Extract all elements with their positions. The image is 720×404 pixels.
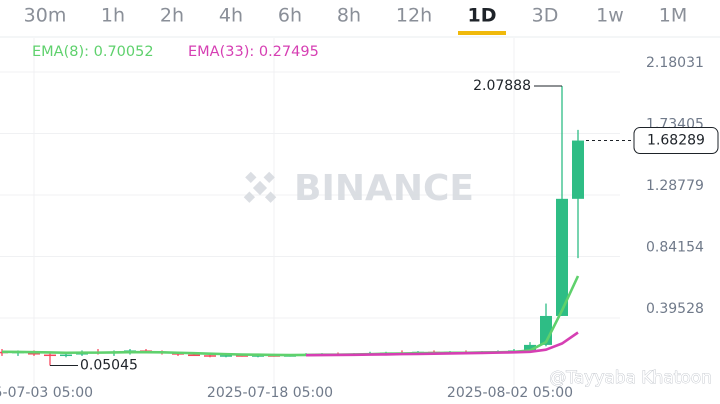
timeframe-tab[interactable]: 4h bbox=[219, 5, 243, 27]
last-price-label: 1.68289 bbox=[647, 133, 705, 149]
legend-entry: EMA(8): 0.70052 bbox=[32, 44, 154, 60]
candle-body bbox=[572, 140, 584, 199]
ema-line bbox=[305, 331, 579, 357]
last-price-box bbox=[633, 127, 719, 155]
candle-body bbox=[188, 354, 200, 357]
high-label: 2.07888 bbox=[473, 78, 531, 94]
credit: @Tayyaba Khatoon bbox=[549, 368, 712, 388]
y-tick-label: 2.18031 bbox=[646, 55, 704, 71]
x-tick-label: 2025-07-03 05:00 bbox=[0, 385, 93, 401]
y-tick-label: 1.28779 bbox=[646, 178, 704, 194]
timeframe-tab[interactable]: 12h bbox=[396, 5, 432, 27]
candle-body bbox=[236, 355, 248, 357]
candle-body bbox=[220, 355, 232, 357]
candle-body bbox=[556, 198, 568, 316]
tab-underline bbox=[458, 31, 506, 35]
timeframe-tab[interactable]: 2h bbox=[160, 5, 184, 27]
watermark: BINANCE bbox=[243, 168, 474, 209]
candle-body bbox=[44, 354, 56, 357]
timeframe-tab[interactable]: 30m bbox=[24, 5, 67, 27]
timeframe-tab[interactable]: 8h bbox=[337, 5, 361, 27]
timeframe-tab[interactable]: 1h bbox=[101, 5, 125, 27]
ema-line bbox=[1, 275, 580, 357]
timeframe-tab[interactable]: 3D bbox=[532, 5, 559, 27]
x-tick-label: 2025-07-18 05:00 bbox=[207, 385, 333, 401]
watermark-text: BINANCE bbox=[294, 168, 474, 209]
candle-body bbox=[524, 344, 536, 351]
x-tick-label: 2025-08-02 05:00 bbox=[447, 385, 573, 401]
y-tick-label: 0.39528 bbox=[646, 301, 704, 317]
candle-body bbox=[204, 355, 216, 357]
candle-body bbox=[252, 355, 264, 357]
watermark-logo bbox=[243, 171, 277, 203]
legend-entry: EMA(33): 0.27495 bbox=[188, 44, 319, 60]
timeframe-tab[interactable]: 1M bbox=[659, 5, 687, 27]
timeframe-tab[interactable]: 6h bbox=[278, 5, 302, 27]
candle-body bbox=[60, 354, 72, 357]
timeframe-tab[interactable]: 1w bbox=[596, 5, 624, 27]
timeframe-tab[interactable]: 1D bbox=[468, 5, 497, 27]
low-label: 0.05045 bbox=[80, 358, 138, 374]
y-tick-label: 0.84154 bbox=[646, 239, 704, 255]
